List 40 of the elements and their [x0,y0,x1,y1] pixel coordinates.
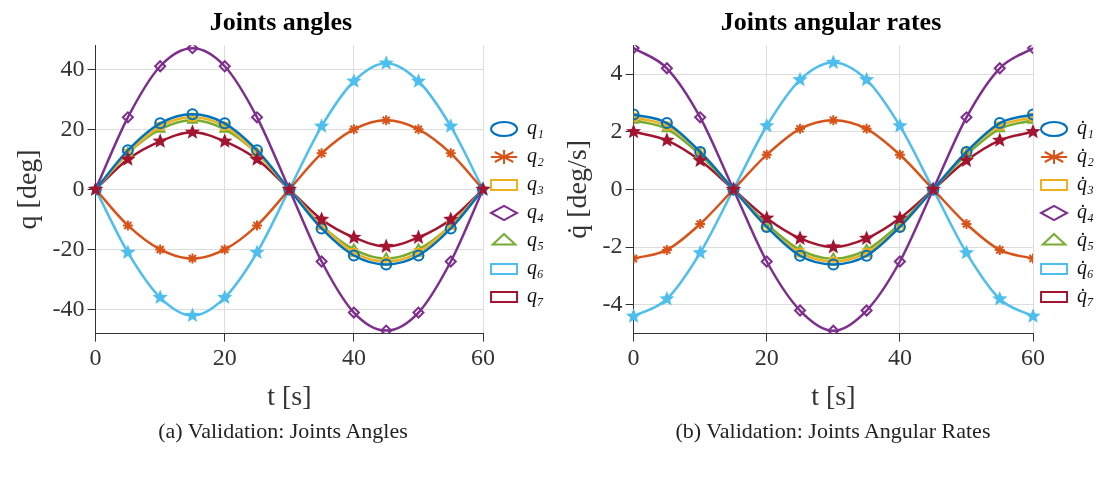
x-tick-label: 60 [1021,344,1046,371]
x-axis-title: t [s] [811,379,856,411]
y-tick-label: -40 [52,294,85,321]
legend-label: q̇₄ [1077,200,1095,224]
x-tick-label: 40 [887,344,912,371]
y-tick-label: -2 [602,232,623,259]
legend-label: q₂ [527,144,545,168]
legend-label: q̇₇ [1077,284,1095,308]
x-tick-label: 60 [471,344,496,371]
legend-label: q₆ [527,256,545,280]
legend-label: q₄ [527,200,545,224]
y-tick-label: 4 [610,59,623,86]
y-tick-label: 2 [610,117,623,144]
y-tick-label: 20 [60,114,85,141]
legend-label: q₁ [527,116,544,140]
legend-label: q₅ [527,228,545,252]
legend-label: q₇ [527,284,545,308]
x-tick-label: 0 [627,344,640,371]
y-tick-label: -4 [602,290,623,317]
chart-title: Joints angles [209,7,353,37]
y-tick-label: 0 [610,174,623,201]
y-tick-label: -20 [52,234,85,261]
legend-label: q̇₂ [1077,144,1095,168]
x-tick-label: 20 [212,344,237,371]
legend-label: q̇₆ [1077,256,1095,280]
x-tick-label: 0 [89,344,102,371]
x-tick-label: 40 [341,344,366,371]
legend-label: q₃ [527,172,545,196]
x-axis-title: t [s] [267,379,312,411]
legend-label: q̇₁ [1077,116,1094,140]
x-tick-label: 20 [754,344,779,371]
legend-label: q̇₅ [1077,228,1095,252]
legend-label: q̇₃ [1077,172,1095,196]
text: (a) Validation: Joints Angles [157,418,409,444]
y-tick-label: 40 [60,54,85,81]
y-axis-title: q̇ [deg/s] [561,140,593,239]
y-tick-label: 0 [72,174,85,201]
chart-title: Joints angular rates [720,7,942,37]
y-axis-title: q [deg] [11,149,43,230]
text: (b) Validation: Joints Angular Rates [674,418,992,444]
